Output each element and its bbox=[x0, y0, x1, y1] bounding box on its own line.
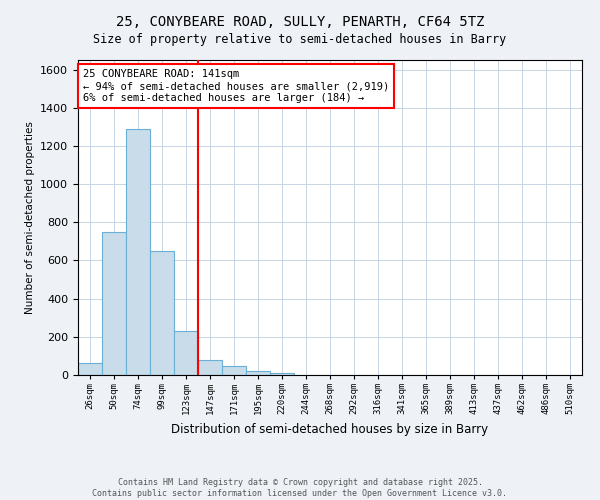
Text: Size of property relative to semi-detached houses in Barry: Size of property relative to semi-detach… bbox=[94, 32, 506, 46]
Bar bbox=[174, 331, 198, 375]
Bar bbox=[198, 360, 222, 375]
Bar bbox=[102, 232, 126, 375]
Bar bbox=[222, 366, 246, 375]
Text: 25 CONYBEARE ROAD: 141sqm
← 94% of semi-detached houses are smaller (2,919)
6% o: 25 CONYBEARE ROAD: 141sqm ← 94% of semi-… bbox=[83, 70, 389, 102]
Text: Contains HM Land Registry data © Crown copyright and database right 2025.
Contai: Contains HM Land Registry data © Crown c… bbox=[92, 478, 508, 498]
Y-axis label: Number of semi-detached properties: Number of semi-detached properties bbox=[25, 121, 35, 314]
Bar bbox=[246, 371, 270, 375]
Text: 25, CONYBEARE ROAD, SULLY, PENARTH, CF64 5TZ: 25, CONYBEARE ROAD, SULLY, PENARTH, CF64… bbox=[116, 15, 484, 29]
Bar bbox=[126, 128, 150, 375]
Bar bbox=[270, 373, 294, 375]
Bar bbox=[150, 251, 174, 375]
Bar bbox=[78, 362, 102, 375]
X-axis label: Distribution of semi-detached houses by size in Barry: Distribution of semi-detached houses by … bbox=[172, 422, 488, 436]
